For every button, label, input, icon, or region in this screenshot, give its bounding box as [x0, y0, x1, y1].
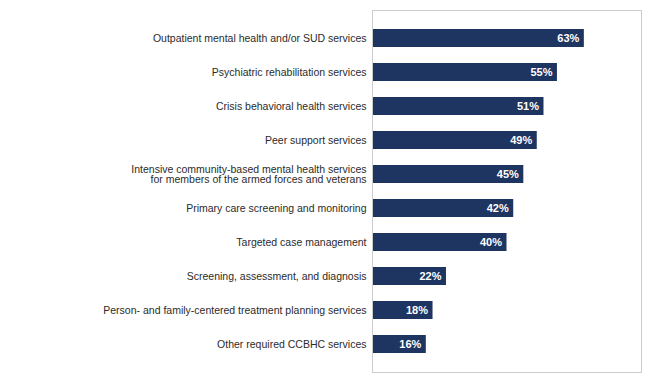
svg-text:55%: 55% — [530, 66, 552, 78]
svg-text:16%: 16% — [399, 338, 421, 350]
svg-text:Outpatient mental health and/o: Outpatient mental health and/or SUD serv… — [153, 32, 367, 44]
svg-text:Peer support services: Peer support services — [265, 134, 367, 146]
svg-text:45%: 45% — [497, 168, 519, 180]
svg-text:Other required CCBHC services: Other required CCBHC services — [217, 338, 366, 350]
svg-text:51%: 51% — [517, 100, 539, 112]
svg-text:Targeted case management: Targeted case management — [236, 236, 366, 248]
svg-text:Crisis behavioral health servi: Crisis behavioral health services — [216, 100, 367, 112]
svg-text:Psychiatric rehabilitation ser: Psychiatric rehabilitation services — [212, 66, 367, 78]
svg-text:Intensive community-based ment: Intensive community-based mental health … — [131, 163, 366, 186]
svg-text:18%: 18% — [406, 304, 428, 316]
svg-text:49%: 49% — [510, 134, 532, 146]
svg-text:Person- and family-centered tr: Person- and family-centered treatment pl… — [103, 304, 366, 316]
svg-text:42%: 42% — [487, 202, 509, 214]
svg-text:22%: 22% — [419, 270, 441, 282]
svg-text:Primary care screening and mon: Primary care screening and monitoring — [186, 202, 366, 214]
svg-text:40%: 40% — [480, 236, 502, 248]
svg-text:Screening, assessment, and dia: Screening, assessment, and diagnosis — [187, 270, 367, 282]
svg-text:63%: 63% — [557, 32, 579, 44]
